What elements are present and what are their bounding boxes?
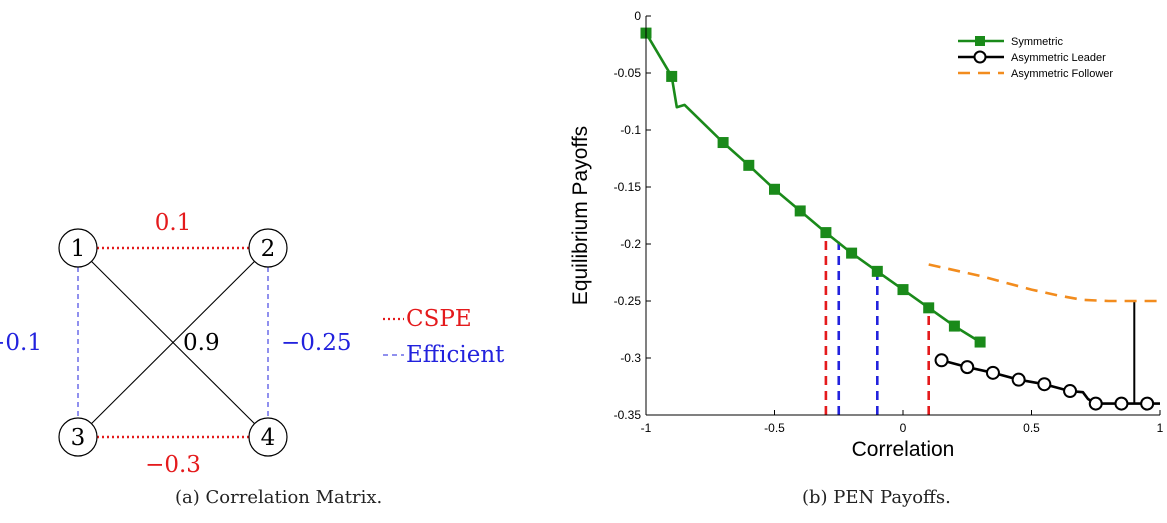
node-label-1: 1 <box>71 236 86 262</box>
x-tick-label: 0 <box>900 421 907 435</box>
legend-marker-symmetric <box>975 36 985 46</box>
series-line-symmetric <box>644 32 981 344</box>
edge-label-1-3: −0.1 <box>0 330 42 356</box>
data-point-asymmetric-leader <box>985 365 1000 380</box>
x-tick-label: 0.5 <box>1023 421 1040 435</box>
y-tick-label: -0.25 <box>614 294 642 308</box>
x-tick-label: 1 <box>1157 421 1164 435</box>
data-point-asymmetric-leader <box>1088 396 1103 411</box>
graph-legend-label-cspe: CSPE <box>406 306 472 332</box>
edge-label-1-2: 0.1 <box>155 210 192 236</box>
node-4 <box>248 417 288 457</box>
node-1 <box>58 228 98 268</box>
x-tick-label: -0.5 <box>764 421 785 435</box>
data-point-asymmetric-leader <box>1140 396 1155 411</box>
graph-legend-label-efficient: Efficient <box>406 342 505 368</box>
data-point-symmetric <box>743 159 755 171</box>
y-tick-label: 0 <box>634 9 641 23</box>
data-point-symmetric <box>717 137 729 149</box>
data-point-symmetric <box>871 265 883 277</box>
y-tick-label: -0.05 <box>614 66 642 80</box>
y-axis-label: Equilibrium Payoffs <box>569 126 592 305</box>
node-label-3: 3 <box>71 425 86 451</box>
y-tick-label: -0.3 <box>620 351 641 365</box>
node-label-4: 4 <box>261 425 276 451</box>
data-point-symmetric <box>666 70 678 82</box>
edge-2-3 <box>91 261 255 424</box>
data-point-symmetric <box>769 183 780 195</box>
caption-b: (b) PEN Payoffs. <box>802 487 951 508</box>
node-2 <box>248 228 288 268</box>
payoff-chart: -1 -0.5 0 0.5 1 0 -0.05 -0.1 -0.15 -0.2 -0.25 -0.3 -… <box>569 9 1164 461</box>
edge-label-3-4: −0.3 <box>145 452 201 478</box>
series-line-asymmetric-follower <box>928 263 1160 303</box>
caption-a: (a) Correlation Matrix. <box>175 487 383 508</box>
legend-label-asymmetric-follower: Asymmetric Follower <box>1011 68 1113 80</box>
edge-label-1-4: 0.9 <box>183 330 220 356</box>
data-point-symmetric <box>974 336 986 348</box>
legend-label-symmetric: Symmetric <box>1011 36 1063 48</box>
data-point-asymmetric-leader <box>934 353 949 368</box>
data-point-asymmetric-leader <box>1011 372 1026 387</box>
x-tick-label: -1 <box>641 421 652 435</box>
correlation-graph: 1 2 3 4 0.1 −0.3 −0.1 −0.25 0.9 CSPE Efficient <box>0 210 505 478</box>
data-point-asymmetric-leader <box>1063 384 1078 399</box>
y-tick-label: -0.35 <box>614 408 642 422</box>
data-point-symmetric <box>923 302 935 314</box>
edge-label-2-4: −0.25 <box>281 330 351 356</box>
x-axis-label: Correlation <box>852 438 955 461</box>
data-point-symmetric <box>948 320 960 332</box>
data-point-symmetric <box>794 205 806 217</box>
data-point-asymmetric-leader <box>1114 396 1129 411</box>
y-tick-label: -0.1 <box>620 123 641 137</box>
data-point-asymmetric-leader <box>960 360 975 375</box>
data-point-symmetric <box>846 247 858 259</box>
legend-marker-asymmetric-leader <box>973 50 987 64</box>
y-tick-label: -0.2 <box>620 237 641 251</box>
data-point-asymmetric-leader <box>1037 377 1052 392</box>
node-3 <box>58 417 98 457</box>
data-point-symmetric <box>897 284 909 296</box>
pen-payoffs-panel: -1 -0.5 0 0.5 1 0 -0.05 -0.1 -0.15 -0.2 -0.25 -0.3 -… <box>560 0 1167 523</box>
correlation-matrix-panel: 1 2 3 4 0.1 −0.3 −0.1 −0.25 0.9 CSPE Efficient (… <box>0 0 560 523</box>
y-tick-label: -0.15 <box>614 180 642 194</box>
data-point-symmetric <box>820 227 832 239</box>
node-label-2: 2 <box>261 236 276 262</box>
legend-label-asymmetric-leader: Asymmetric Leader <box>1011 52 1106 64</box>
